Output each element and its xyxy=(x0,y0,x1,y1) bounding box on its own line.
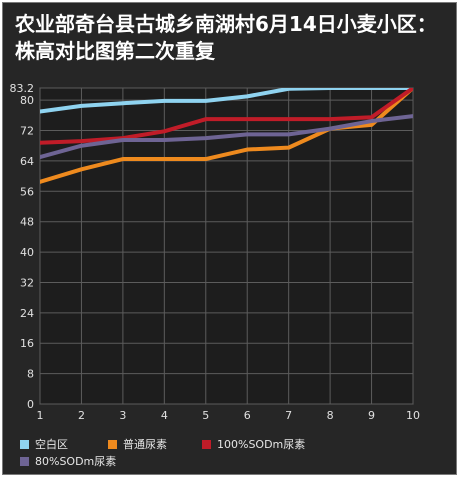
x-tick-label: 9 xyxy=(368,409,375,422)
chart-legend: 空白区 普通尿素 100%SODm尿素 80%SODm尿素 xyxy=(20,437,450,471)
legend-swatch xyxy=(20,456,29,466)
legend-swatch xyxy=(108,439,117,449)
x-tick-label: 5 xyxy=(202,409,209,422)
x-tick-label: 1 xyxy=(37,409,44,422)
x-tick-label: 2 xyxy=(78,409,85,422)
y-tick-label: 40 xyxy=(20,246,34,259)
legend-label: 100%SODm尿素 xyxy=(217,438,306,451)
legend-label: 空白区 xyxy=(35,438,68,451)
y-tick-label: 16 xyxy=(20,337,34,350)
y-tick-label: 72 xyxy=(20,125,34,138)
y-tick-label: 83.2 xyxy=(10,82,35,95)
y-tick-label: 56 xyxy=(20,185,34,198)
y-tick-label: 24 xyxy=(20,307,34,320)
chart-title: 农业部奇台县古城乡南湖村6月14日小麦小区：株高对比图第二次重复 xyxy=(15,12,437,63)
x-tick-label: 8 xyxy=(327,409,334,422)
series-line-4 xyxy=(40,114,413,160)
series-line-1 xyxy=(40,88,413,114)
legend-item: 80%SODm尿素 xyxy=(20,454,116,468)
legend-swatch xyxy=(20,439,29,449)
y-tick-label: 8 xyxy=(27,368,34,381)
legend-item: 空白区 xyxy=(20,437,68,451)
y-tick-label: 64 xyxy=(20,155,34,168)
legend-item: 100%SODm尿素 xyxy=(202,437,305,451)
x-tick-label: 4 xyxy=(161,409,168,422)
legend-label: 普通尿素 xyxy=(123,438,167,451)
y-tick-label: 48 xyxy=(20,216,34,229)
y-tick-label: 0 xyxy=(27,398,34,411)
x-tick-label: 6 xyxy=(244,409,251,422)
legend-swatch xyxy=(202,439,211,449)
legend-label: 80%SODm尿素 xyxy=(35,455,117,468)
y-tick-label: 32 xyxy=(20,276,34,289)
y-tick-label: 80 xyxy=(20,94,34,107)
x-tick-label: 10 xyxy=(406,409,420,422)
x-tick-label: 7 xyxy=(285,409,292,422)
series-line-3 xyxy=(40,88,413,145)
x-tick-label: 3 xyxy=(119,409,126,422)
series-group xyxy=(40,88,413,184)
legend-item: 普通尿素 xyxy=(108,437,167,451)
